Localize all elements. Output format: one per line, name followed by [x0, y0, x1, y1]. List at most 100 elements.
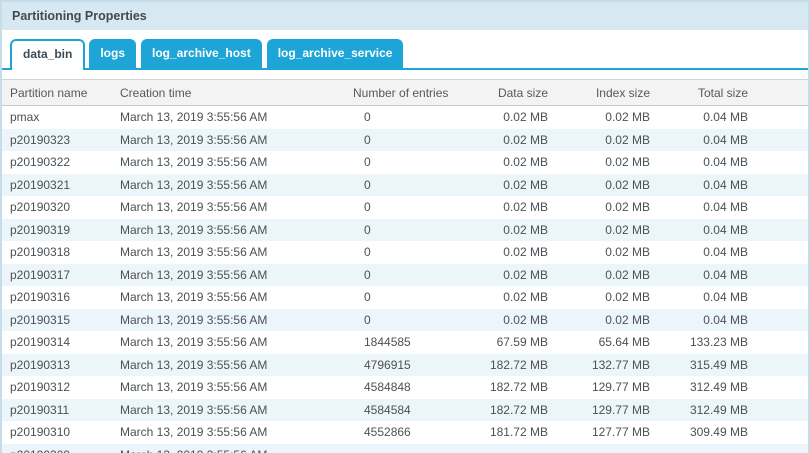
- tab-logs[interactable]: logs: [89, 39, 137, 68]
- cell-number-of-entries: 0: [364, 245, 371, 260]
- cell-number-of-entries: 0: [364, 177, 371, 192]
- cell-partition-name: p20190318: [10, 245, 71, 260]
- cell-filler: [748, 129, 808, 152]
- cell-total-size: 0.04 MB: [703, 155, 748, 170]
- table-row: p20190321 March 13, 2019 3:55:56 AM 0 0.02 …: [2, 173, 808, 197]
- column-header-filler: [748, 79, 808, 106]
- partitions-table: Partition name Creation time Number of e…: [2, 79, 808, 453]
- cell-total-size: 0.04 MB: [703, 132, 748, 147]
- cell-data-size: 0.02 MB: [503, 245, 548, 260]
- cell-partition-name: p20190323: [10, 132, 71, 147]
- cell-creation-time: March 13, 2019 3:55:56 AM: [120, 402, 268, 417]
- cell-filler: [748, 174, 808, 197]
- table-row: p20190317 March 13, 2019 3:55:56 AM 0 0.02 …: [2, 263, 808, 287]
- table-row: p20190311 March 13, 2019 3:55:56 AM 458458…: [2, 398, 808, 422]
- cell-data-size: [466, 444, 548, 453]
- partitions-table-wrap: Partition name Creation time Number of e…: [2, 79, 808, 453]
- column-header-partition-name: Partition name: [2, 79, 114, 106]
- cell-total-size: 312.49 MB: [689, 402, 748, 417]
- cell-filler: [748, 331, 808, 354]
- cell-index-size: 0.02 MB: [605, 132, 650, 147]
- cell-data-size: 181.72 MB: [489, 425, 548, 440]
- cell-index-size: 129.77 MB: [591, 380, 650, 395]
- cell-filler: [748, 241, 808, 264]
- column-header-number-of-entries: Number of entries: [348, 79, 466, 106]
- cell-partition-name: p20190320: [10, 200, 71, 215]
- cell-data-size: 67.59 MB: [496, 335, 548, 350]
- table-row: p20190315 March 13, 2019 3:55:56 AM 0 0.02 …: [2, 308, 808, 332]
- cell-creation-time: March 13, 2019 3:55:56 AM: [120, 312, 268, 327]
- cell-index-size: 0.02 MB: [605, 222, 650, 237]
- table-row: p20190316 March 13, 2019 3:55:56 AM 0 0.02 …: [2, 286, 808, 309]
- cell-data-size: 0.02 MB: [503, 200, 548, 215]
- cell-partition-name: p20190317: [10, 267, 71, 282]
- cell-partition-name: p20190321: [10, 177, 71, 192]
- cell-creation-time: March 13, 2019 3:55:56 AM: [120, 200, 268, 215]
- cell-partition-name: p20190322: [10, 155, 71, 170]
- cell-data-size: 0.02 MB: [503, 155, 548, 170]
- cell-partition-name: p20190314: [10, 335, 71, 350]
- cell-index-size: 127.77 MB: [591, 425, 650, 440]
- cell-partition-name: p20190310: [10, 425, 71, 440]
- cell-total-size: 0.04 MB: [703, 312, 748, 327]
- table-row: p20190313 March 13, 2019 3:55:56 AM 479691…: [2, 353, 808, 377]
- cell-filler: [748, 444, 808, 453]
- tab-log-archive-host[interactable]: log_archive_host: [141, 39, 262, 68]
- cell-creation-time: March 13, 2019 3:55:56 AM: [120, 357, 268, 372]
- cell-data-size: 0.02 MB: [503, 312, 548, 327]
- cell-filler: [748, 264, 808, 287]
- cell-number-of-entries: 0: [364, 155, 371, 170]
- column-header-creation-time: Creation time: [114, 79, 348, 106]
- cell-filler: [748, 354, 808, 377]
- cell-total-size: 0.04 MB: [703, 110, 748, 125]
- cell-number-of-entries: 0: [364, 312, 371, 327]
- cell-index-size: 0.02 MB: [605, 177, 650, 192]
- cell-number-of-entries: 4584848: [364, 380, 411, 395]
- cell-index-size: 0.02 MB: [605, 312, 650, 327]
- cell-total-size: [650, 444, 748, 453]
- table-row: p20190314 March 13, 2019 3:55:56 AM 184458…: [2, 331, 808, 354]
- cell-number-of-entries: 0: [364, 267, 371, 282]
- cell-number-of-entries: 1844585: [364, 335, 411, 350]
- tab-data-bin[interactable]: data_bin: [10, 39, 86, 70]
- cell-total-size: 133.23 MB: [689, 335, 748, 350]
- table-row: p20190320 March 13, 2019 3:55:56 AM 0 0.02 …: [2, 196, 808, 219]
- cell-filler: [748, 421, 808, 444]
- cell-total-size: 0.04 MB: [703, 177, 748, 192]
- tab-log-archive-service[interactable]: log_archive_service: [266, 39, 404, 68]
- table-row: p20190322 March 13, 2019 3:55:56 AM 0 0.02 …: [2, 151, 808, 174]
- cell-partition-name: p20190316: [10, 290, 71, 305]
- column-header-index-size: Index size: [548, 79, 650, 106]
- cell-filler: [748, 376, 808, 399]
- cell-creation-time: March 13, 2019 3:55:56 AM: [120, 335, 268, 350]
- cell-data-size: 0.02 MB: [503, 267, 548, 282]
- cell-filler: [748, 309, 808, 332]
- cell-number-of-entries: 0: [364, 110, 371, 125]
- cell-total-size: 0.04 MB: [703, 290, 748, 305]
- cell-data-size: 182.72 MB: [489, 402, 548, 417]
- panel-title: Partitioning Properties: [2, 2, 808, 30]
- cell-filler: [748, 196, 808, 219]
- cell-filler: [748, 399, 808, 422]
- cell-index-size: 129.77 MB: [591, 402, 650, 417]
- cell-data-size: 0.02 MB: [503, 132, 548, 147]
- cell-number-of-entries: 0: [364, 290, 371, 305]
- cell-creation-time: March 13, 2019 3:55:56 AM: [120, 267, 268, 282]
- cell-total-size: 0.04 MB: [703, 222, 748, 237]
- table-row: p20190312 March 13, 2019 3:55:56 AM 458484…: [2, 376, 808, 399]
- cell-index-size: 0.02 MB: [605, 267, 650, 282]
- cell-partition-name: p20190313: [10, 357, 71, 372]
- tab-bar: data_bin logs log_archive_host log_archi…: [2, 39, 808, 70]
- cell-number-of-entries: [348, 444, 466, 453]
- cell-creation-time: March 13, 2019 3:55:56 AM: [120, 110, 268, 125]
- cell-index-size: 0.02 MB: [605, 110, 650, 125]
- cell-partition-name: p20190312: [10, 380, 71, 395]
- cell-index-size: 132.77 MB: [591, 357, 650, 372]
- cell-total-size: 312.49 MB: [689, 380, 748, 395]
- cell-partition-name: p20190319: [10, 222, 71, 237]
- table-header-row: Partition name Creation time Number of e…: [2, 79, 808, 106]
- cell-data-size: 0.02 MB: [503, 222, 548, 237]
- cell-index-size: 0.02 MB: [605, 200, 650, 215]
- cell-creation-time: March 13, 2019 3:55:56 AM: [120, 290, 268, 305]
